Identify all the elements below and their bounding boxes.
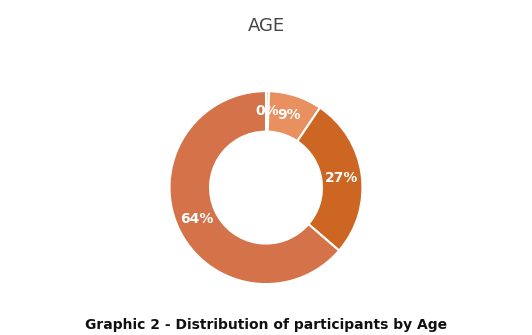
Wedge shape [266, 91, 269, 132]
Text: 27%: 27% [325, 171, 358, 185]
Wedge shape [297, 108, 362, 251]
Legend: 18-24, 25-34, 35-44, 45+: 18-24, 25-34, 35-44, 45+ [146, 0, 386, 5]
Text: 9%: 9% [278, 108, 301, 122]
Text: AGE: AGE [247, 17, 285, 35]
Wedge shape [268, 91, 320, 141]
Text: 64%: 64% [180, 212, 213, 226]
Text: 0%: 0% [255, 105, 279, 118]
Text: Graphic 2 - Distribution of participants by Age: Graphic 2 - Distribution of participants… [85, 318, 447, 332]
Wedge shape [170, 91, 339, 284]
